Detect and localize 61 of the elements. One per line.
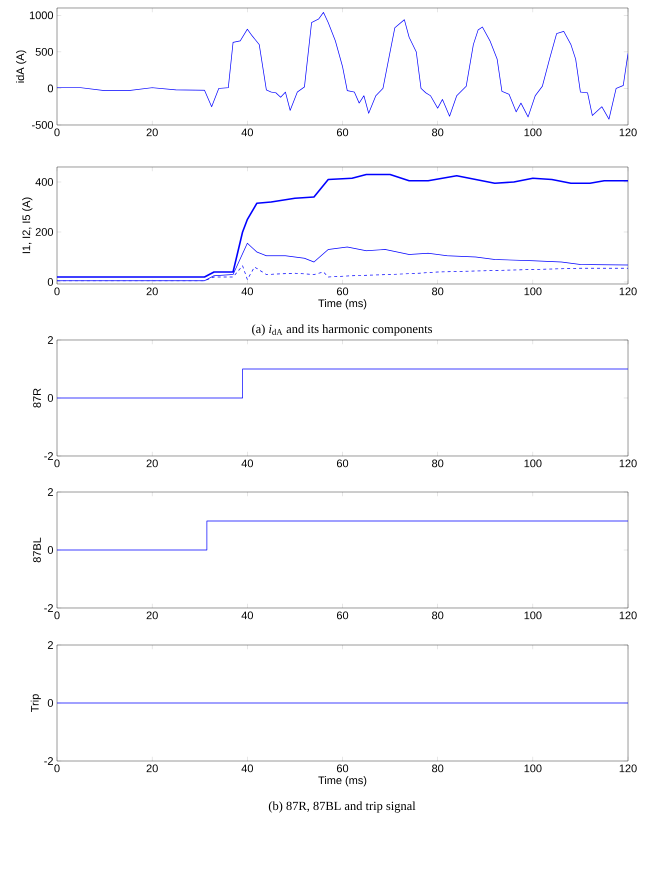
x-tick-label: 60 — [336, 764, 348, 772]
text: (a) i$_{dA}$ and its harmonic components — [252, 324, 432, 336]
x-axis-title: Time (ms) — [318, 776, 366, 786]
x-tick-label: 100 — [524, 288, 542, 296]
x-tick-label: 0 — [54, 460, 60, 468]
x-tick-label: 20 — [146, 460, 158, 468]
y-axis-title: 87BL — [33, 538, 41, 562]
x-tick-label: 120 — [620, 128, 637, 136]
y-tick-label: 0 — [48, 278, 54, 286]
y-tick-label: 2 — [48, 336, 53, 344]
x-tick-label: 40 — [241, 128, 253, 136]
x-tick-label: 80 — [432, 460, 444, 468]
x-tick-label: 100 — [524, 460, 542, 468]
y-axis-title: idA (A) — [16, 50, 26, 83]
y-tick-label: 500 — [36, 48, 54, 56]
x-tick-label: 120 — [620, 288, 637, 296]
x-axis-title: Time (ms) — [318, 299, 366, 310]
x-tick-label: 60 — [336, 288, 348, 296]
x-tick-label: 120 — [620, 460, 637, 468]
y-tick-label: -2 — [44, 452, 53, 460]
x-tick-label: 80 — [432, 288, 444, 296]
x-tick-label: 120 — [620, 764, 637, 772]
x-tick-label: 40 — [241, 460, 253, 468]
x-tick-label: 0 — [54, 128, 60, 136]
y-tick-label: -500 — [32, 121, 54, 129]
x-tick-label: 60 — [336, 128, 348, 136]
y-axis-title: I1, I2, I5 (A) — [22, 198, 32, 254]
y-tick-label: 400 — [35, 178, 54, 186]
x-tick-label: 0 — [54, 764, 60, 772]
text: (b) 87R, 87BL and trip signal — [268, 801, 416, 813]
x-tick-label: 80 — [432, 612, 444, 620]
y-tick-label: -2 — [44, 604, 53, 612]
y-tick-label: 0 — [48, 699, 54, 707]
x-tick-label: 100 — [524, 764, 542, 772]
y-tick-label: 0 — [48, 394, 54, 402]
x-tick-label: 40 — [241, 764, 253, 772]
y-axis-title: 87R — [33, 388, 41, 408]
x-tick-label: 20 — [146, 764, 158, 772]
x-tick-label: 100 — [524, 128, 542, 136]
x-tick-label: 60 — [336, 460, 348, 468]
y-tick-label: 0 — [48, 546, 54, 554]
x-tick-label: 80 — [432, 128, 444, 136]
x-tick-label: 40 — [241, 288, 253, 296]
x-tick-label: 60 — [336, 612, 348, 620]
y-tick-label: 0 — [48, 84, 54, 92]
x-tick-label: 40 — [241, 612, 253, 620]
x-tick-label: 0 — [54, 612, 60, 620]
y-tick-label: -2 — [44, 757, 53, 765]
y-tick-label: 1000 — [30, 11, 54, 20]
x-tick-label: 20 — [146, 612, 158, 620]
x-tick-label: 120 — [620, 612, 637, 620]
y-axis-title: Trip — [30, 694, 41, 712]
y-tick-label: 200 — [36, 228, 54, 236]
line-series — [57, 12, 628, 120]
x-tick-label: 0 — [54, 288, 60, 296]
x-tick-label: 20 — [146, 128, 158, 136]
x-tick-label: 100 — [524, 612, 542, 620]
y-tick-label: 2 — [48, 488, 53, 496]
x-tick-label: 20 — [146, 288, 158, 296]
x-tick-label: 80 — [432, 764, 444, 772]
y-tick-label: 2 — [48, 641, 53, 649]
